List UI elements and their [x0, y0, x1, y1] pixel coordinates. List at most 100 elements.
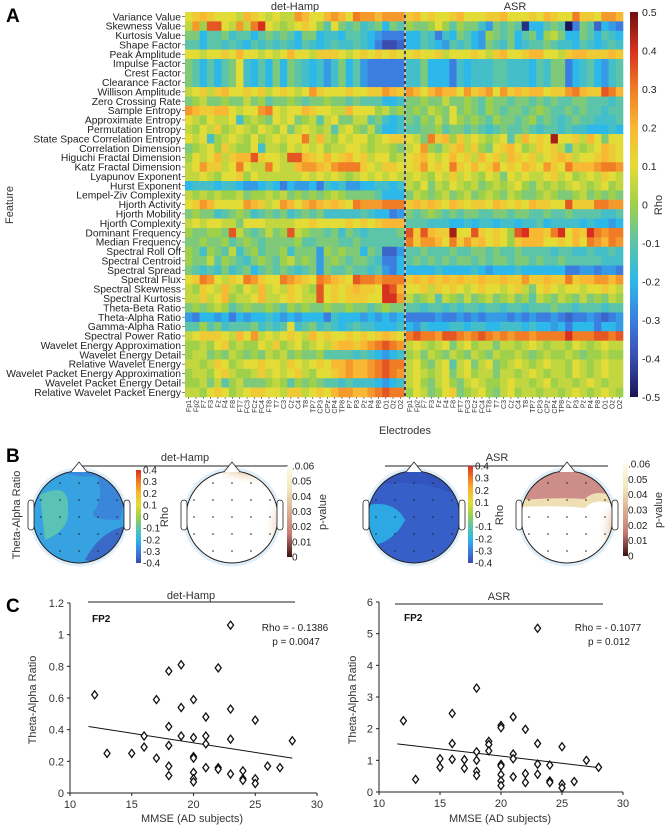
heatmap-cell-det-hamp — [287, 218, 295, 229]
heatmap-cell-det-hamp — [338, 209, 346, 219]
heatmap-cell-det-hamp — [309, 387, 317, 398]
heatmap-cell-asr — [615, 115, 624, 125]
scatter-title: det-Hamp — [167, 590, 215, 602]
heatmap-cell-det-hamp — [294, 190, 303, 201]
heatmap-cell-asr — [557, 246, 566, 257]
heatmap-cell-asr — [550, 12, 559, 22]
heatmap-cell-det-hamp — [258, 96, 266, 107]
heatmap-cell-asr — [442, 49, 450, 60]
heatmap-cell-det-hamp — [265, 143, 273, 154]
heatmap-cell-asr — [420, 350, 428, 360]
heatmap-cell-det-hamp — [221, 162, 230, 172]
x-tick-label: 30 — [617, 798, 629, 810]
heatmap-cell-det-hamp — [331, 350, 339, 360]
heatmap-cell-asr — [406, 171, 414, 182]
heatmap-cell-asr — [500, 274, 508, 285]
heatmap-cell-asr — [463, 218, 472, 229]
heatmap-cell-det-hamp — [345, 115, 354, 125]
electrode-dot — [59, 516, 61, 518]
heatmap-cell-asr — [434, 162, 443, 172]
heatmap-cell-det-hamp — [323, 124, 332, 135]
heatmap-cell-det-hamp — [367, 274, 376, 285]
heatmap-cell-asr — [471, 312, 479, 323]
heatmap-cell-det-hamp — [199, 181, 208, 191]
heatmap-cell-det-hamp — [192, 143, 200, 154]
electrode-label: T7 — [274, 400, 281, 408]
heatmap-cell-det-hamp — [199, 134, 208, 144]
data-point — [472, 683, 481, 694]
heatmap-cell-asr — [478, 124, 486, 135]
heatmap-cell-asr — [536, 199, 544, 210]
heatmap-cell-det-hamp — [316, 181, 324, 191]
heatmap-cell-det-hamp — [199, 340, 208, 351]
heatmap-cell-asr — [521, 96, 530, 107]
heatmap-cell-asr — [608, 209, 617, 219]
heatmap-cell-det-hamp — [382, 124, 390, 135]
heatmap-cell-det-hamp — [396, 58, 405, 69]
heatmap-cell-det-hamp — [279, 312, 288, 323]
colorbar-tick-label: 0 — [292, 553, 298, 564]
heatmap-cell-asr — [579, 199, 588, 210]
rho-annotation: Rho = - 0.1386 — [262, 623, 329, 634]
heatmap-cell-det-hamp — [272, 40, 281, 50]
heatmap-cell-det-hamp — [272, 331, 281, 341]
heatmap-cell-asr — [521, 143, 530, 154]
heatmap-cell-asr — [594, 21, 602, 32]
heatmap-cell-asr — [550, 321, 559, 332]
heatmap-cell-det-hamp — [243, 378, 251, 388]
heatmap-cell-det-hamp — [396, 199, 405, 210]
heatmap-cell-det-hamp — [265, 96, 273, 107]
colorbar-tick-label: -0.3 — [475, 546, 493, 557]
heatmap-cell-asr — [615, 331, 624, 341]
heatmap-cell-asr — [615, 321, 624, 332]
heatmap-cell-det-hamp — [199, 368, 208, 379]
heatmap-cell-asr — [572, 256, 580, 266]
heatmap-cell-det-hamp — [272, 218, 281, 229]
heatmap-cell-det-hamp — [345, 293, 354, 304]
heatmap-cell-det-hamp — [185, 293, 193, 304]
heatmap-cell-asr — [528, 368, 537, 379]
data-point — [177, 702, 185, 713]
heatmap-cell-asr — [514, 124, 523, 135]
heatmap-cell-asr — [514, 331, 523, 341]
heatmap-cell-det-hamp — [309, 350, 317, 360]
heatmap-cell-asr — [463, 152, 472, 163]
heatmap-cell-asr — [579, 12, 588, 22]
heatmap-cell-asr — [413, 265, 421, 276]
heatmap-cell-det-hamp — [243, 162, 251, 172]
heatmap-cell-asr — [543, 124, 551, 135]
heatmap-cell-det-hamp — [265, 350, 273, 360]
heatmap-cell-det-hamp — [360, 387, 368, 398]
heatmap-cell-asr — [557, 340, 566, 351]
heatmap-cell-det-hamp — [228, 227, 237, 238]
heatmap-cell-asr — [565, 378, 573, 388]
heatmap-cell-det-hamp — [323, 162, 332, 172]
heatmap-cell-asr — [478, 387, 486, 398]
heatmap-cell-asr — [442, 331, 450, 341]
heatmap-cell-det-hamp — [331, 256, 339, 266]
feature-label: Higuchi Fractal Dimension — [61, 153, 181, 164]
heatmap-cell-det-hamp — [236, 68, 244, 79]
heatmap-cell-asr — [406, 40, 414, 50]
heatmap-cell-asr — [565, 350, 573, 360]
heatmap-cell-asr — [456, 199, 465, 210]
heatmap-cell-asr — [507, 303, 515, 313]
heatmap-cell-det-hamp — [287, 340, 295, 351]
heatmap-cell-det-hamp — [360, 209, 368, 219]
data-point — [472, 746, 481, 757]
heatmap-cell-asr — [601, 87, 609, 97]
heatmap-cell-det-hamp — [389, 12, 397, 22]
heatmap-cell-asr — [514, 30, 523, 41]
heatmap-cell-asr — [471, 68, 479, 79]
heatmap-cell-det-hamp — [367, 227, 376, 238]
heatmap-cell-det-hamp — [382, 134, 390, 144]
heatmap-cell-det-hamp — [214, 12, 222, 22]
heatmap-cell-asr — [536, 77, 544, 88]
heatmap-cell-asr — [413, 190, 421, 201]
feature-label: Shape Factor — [119, 40, 181, 51]
heatmap-cell-asr — [550, 190, 559, 201]
x-tick-label: 15 — [126, 799, 138, 811]
heatmap-cell-asr — [536, 274, 544, 285]
heatmap-cell-det-hamp — [265, 312, 273, 323]
electrode-dot — [528, 533, 530, 535]
